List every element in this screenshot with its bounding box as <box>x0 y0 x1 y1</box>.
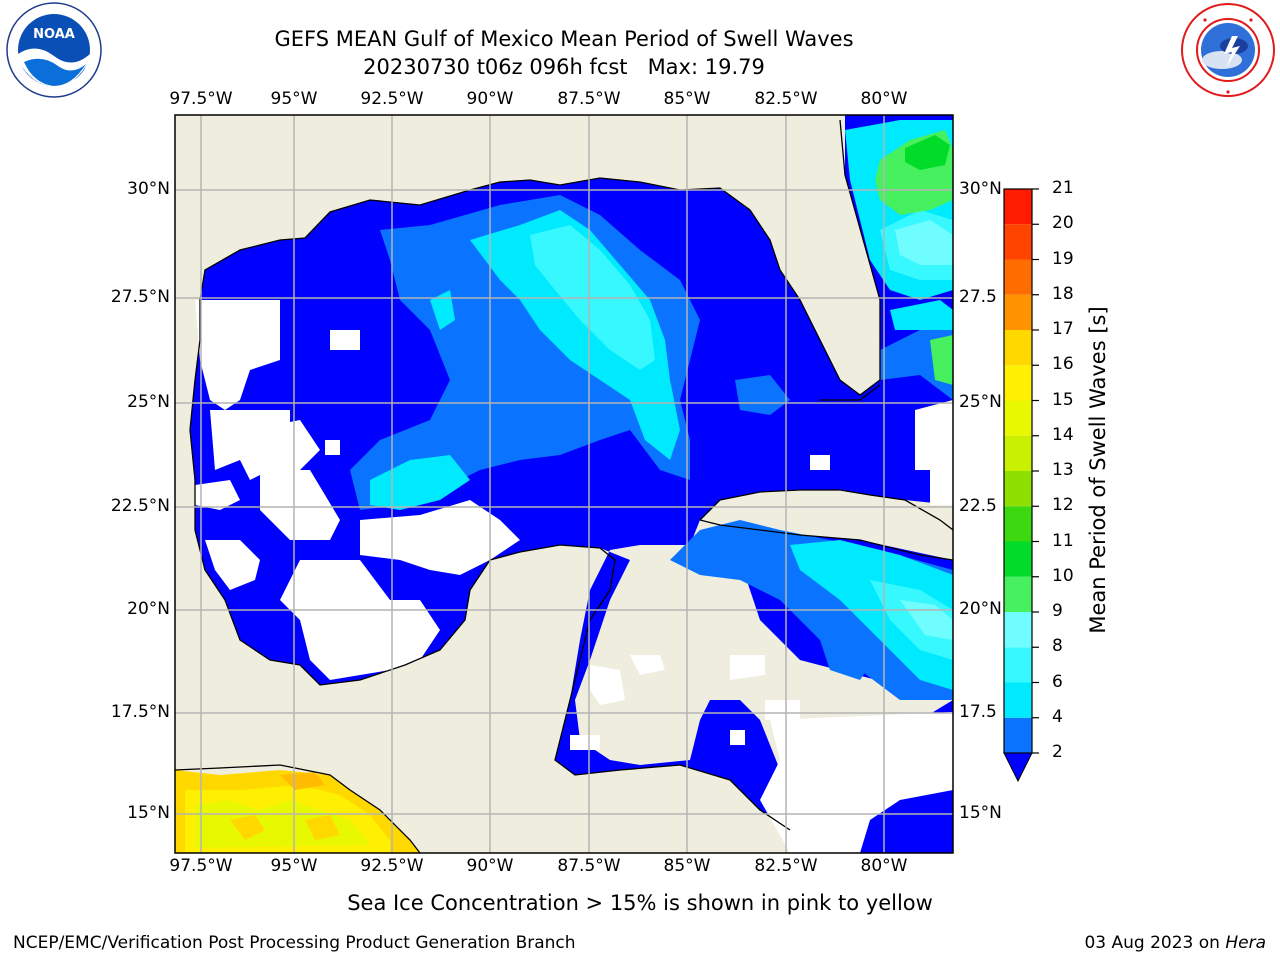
lat-label-right: 25°N <box>959 392 1002 412</box>
graticule <box>175 115 953 853</box>
colorbar-segment <box>1004 365 1032 401</box>
colorbar-tick-label: 14 <box>1052 424 1074 445</box>
colorbar-tick-label: 6 <box>1052 671 1063 692</box>
colorbar-tick-label: 13 <box>1052 460 1074 480</box>
colorbar-segment <box>1004 717 1032 753</box>
colorbar-under-arrow <box>1003 752 1033 783</box>
lon-label-top: 80°W <box>860 89 908 109</box>
colorbar-segment <box>1004 576 1032 612</box>
colorbar-tick-label: 15 <box>1052 389 1074 410</box>
no-data-patches <box>195 300 953 853</box>
lon-label-top: 87.5°W <box>557 89 621 109</box>
lon-label-top: 97.5°W <box>169 89 233 109</box>
lon-label-bottom: 90°W <box>466 856 514 876</box>
map-frame <box>174 114 954 854</box>
colorbar-tick-label: 12 <box>1052 495 1074 516</box>
colorbar-segment <box>1004 506 1032 542</box>
lon-label-top: 92.5°W <box>360 89 424 109</box>
lat-label-right: 15°N <box>959 803 1002 823</box>
nws-logo <box>1178 2 1278 98</box>
lat-label-right: 20°N <box>959 599 1002 619</box>
colorbar-tick-label: 9 <box>1052 601 1063 621</box>
colorbar-tick-label: 16 <box>1052 354 1074 375</box>
lon-label-bottom: 85°W <box>663 856 711 876</box>
lon-label-bottom: 95°W <box>270 856 318 876</box>
colorbar-segment <box>1004 330 1032 366</box>
colorbar-tick-label: 2 <box>1052 742 1063 762</box>
lon-label-bottom: 92.5°W <box>360 856 424 876</box>
coastlines <box>175 119 953 853</box>
lon-label-top: 85°W <box>663 89 711 109</box>
colorbar-segment <box>1004 541 1032 577</box>
lat-label-left: 22.5°N <box>110 496 170 516</box>
colorbar-tick-label: 8 <box>1052 636 1063 657</box>
lat-label-left: 15°N <box>127 803 170 823</box>
lat-label-left: 27.5°N <box>110 287 170 307</box>
lon-label-bottom: 87.5°W <box>557 856 621 876</box>
colorbar-segment <box>1004 471 1032 507</box>
lat-label-right: 27.5 <box>959 287 997 307</box>
noaa-logo: NOAA <box>2 2 106 98</box>
colorbar-segment <box>1004 647 1032 683</box>
colorbar-tick-label: 20 <box>1052 213 1074 234</box>
colorbar-tick-label: 18 <box>1052 283 1074 304</box>
lat-label-right: 17.5 <box>959 702 997 722</box>
lon-label-bottom: 82.5°W <box>754 856 818 876</box>
lon-label-top: 82.5°W <box>754 89 818 109</box>
colorbar-label: Mean Period of Swell Waves [s] <box>1086 306 1110 634</box>
lat-label-left: 30°N <box>127 179 170 199</box>
lat-label-right: 22.5 <box>959 496 997 516</box>
colorbar-segment <box>1004 400 1032 436</box>
lat-label-left: 20°N <box>127 599 170 619</box>
footer-date: 03 Aug 2023 on Hera <box>1084 933 1266 953</box>
colorbar-segment <box>1004 224 1032 260</box>
colorbar <box>1003 188 1039 783</box>
sea-ice-note: Sea Ice Concentration > 15% is shown in … <box>347 891 933 915</box>
footer-date-text: 03 Aug 2023 on <box>1084 933 1226 953</box>
colorbar-segment <box>1004 435 1032 471</box>
lon-label-top: 95°W <box>270 89 318 109</box>
colorbar-tick-label: 17 <box>1052 319 1074 339</box>
lat-label-left: 17.5°N <box>110 702 170 722</box>
lon-label-bottom: 97.5°W <box>169 856 233 876</box>
footer-machine: Hera <box>1225 933 1266 953</box>
colorbar-segment <box>1004 682 1032 718</box>
colorbar-tick-label: 10 <box>1052 565 1074 586</box>
lat-label-left: 25°N <box>127 392 170 412</box>
footer-org: NCEP/EMC/Verification Post Processing Pr… <box>13 933 576 953</box>
lon-label-bottom: 80°W <box>860 856 908 876</box>
lat-label-right: 30°N <box>959 179 1002 199</box>
colorbar-segment <box>1004 612 1032 648</box>
colorbar-tick-label: 19 <box>1052 248 1074 269</box>
colorbar-segment <box>1004 294 1032 330</box>
colorbar-tick-label: 21 <box>1052 178 1074 198</box>
swell-band-11-12 <box>905 135 950 170</box>
colorbar-tick-label: 11 <box>1052 530 1074 551</box>
colorbar-segment <box>1004 189 1032 225</box>
svg-text:NOAA: NOAA <box>33 27 75 42</box>
colorbar-segment <box>1004 259 1032 295</box>
pacific-swell-region <box>175 770 420 853</box>
colorbar-tick-label: 4 <box>1052 706 1063 727</box>
lon-label-top: 90°W <box>466 89 514 109</box>
chart-subtitle: 20230730 t06z 096h fcst Max: 19.79 <box>363 55 765 79</box>
chart-title: GEFS MEAN Gulf of Mexico Mean Period of … <box>274 27 854 51</box>
